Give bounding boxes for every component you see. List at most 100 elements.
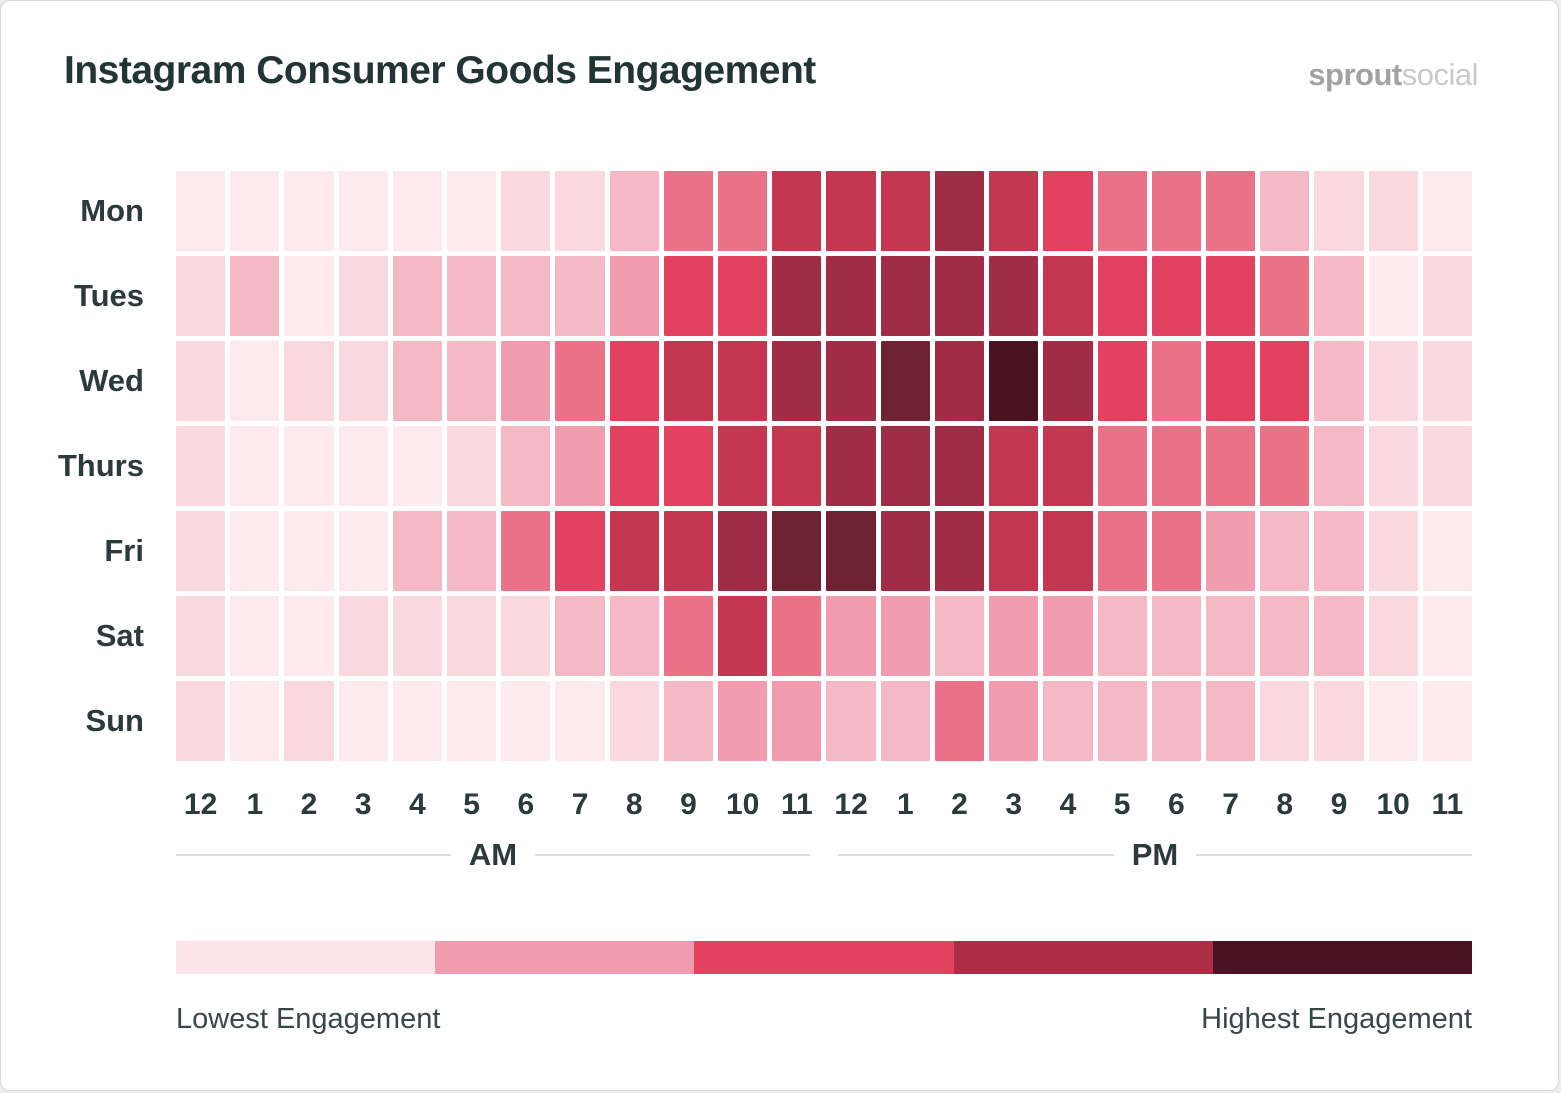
cell-sun-12am — [176, 681, 226, 761]
cell-thurs-10pm — [1368, 426, 1418, 506]
heatmap-grid: Mon Tues Wed Thurs Fri Sat Sun — [1, 171, 1472, 761]
cell-sun-12pm — [826, 681, 876, 761]
cell-sun-5am — [447, 681, 497, 761]
cell-sun-9am — [663, 681, 714, 761]
cell-sat-6am — [501, 596, 551, 676]
hour-label-pm-5: 5 — [1113, 788, 1131, 821]
cell-sat-12am — [176, 596, 226, 676]
cell-tues-9pm — [1314, 256, 1364, 336]
cell-mon-11pm — [1422, 171, 1472, 251]
cell-mon-7pm — [1205, 171, 1256, 251]
cell-fri-1pm — [880, 511, 930, 591]
cell-sat-1pm — [880, 596, 930, 676]
hour-label-am-9: 9 — [680, 788, 697, 821]
cell-sat-1am — [230, 596, 280, 676]
cell-thurs-9am — [663, 426, 714, 506]
hour-axis: 12 1 2 3 4 5 6 7 8 9 10 11 12 1 2 3 4 5 6 7 8 9 10 11 — [1, 788, 1472, 822]
hour-label-am-1: 1 — [246, 788, 264, 821]
cell-tues-3am — [338, 256, 388, 336]
cell-thurs-8am — [609, 426, 659, 506]
cell-sat-10am — [718, 596, 768, 676]
cell-mon-2am — [284, 171, 334, 251]
hour-label-am-7: 7 — [571, 788, 589, 821]
cell-wed-7pm — [1205, 341, 1256, 421]
cell-wed-5am — [447, 341, 497, 421]
hour-label-am-10: 10 — [725, 788, 760, 821]
heatmap-row-tues: Tues — [1, 256, 1472, 336]
cell-wed-3am — [338, 341, 388, 421]
day-label-wed: Wed — [79, 363, 144, 398]
day-label-thurs: Thurs — [57, 448, 144, 483]
cell-mon-4am — [392, 171, 443, 251]
cell-tues-3pm — [989, 256, 1039, 336]
cell-sat-4am — [392, 596, 443, 676]
cell-thurs-5pm — [1097, 426, 1147, 506]
cell-sun-3pm — [989, 681, 1039, 761]
cell-sat-4pm — [1043, 596, 1093, 676]
cell-sun-1am — [230, 681, 280, 761]
cell-fri-9pm — [1314, 511, 1364, 591]
cell-fri-10am — [718, 511, 768, 591]
cell-mon-12am — [176, 171, 226, 251]
cell-sun-1pm — [880, 681, 930, 761]
cell-tues-12pm — [826, 256, 876, 336]
cell-thurs-3am — [338, 426, 388, 506]
hour-label-pm-4: 4 — [1059, 788, 1077, 821]
hour-label-am-4: 4 — [409, 788, 426, 821]
heatmap-row-fri: Fri — [1, 511, 1472, 591]
hour-label-pm-8: 8 — [1276, 788, 1294, 821]
cell-mon-5am — [447, 171, 497, 251]
cell-fri-8pm — [1260, 511, 1310, 591]
cell-mon-2pm — [934, 171, 985, 251]
cell-tues-7am — [555, 256, 605, 336]
cell-mon-12pm — [826, 171, 876, 251]
cell-wed-2pm — [934, 341, 985, 421]
cell-tues-2am — [284, 256, 334, 336]
pm-label: PM — [1131, 837, 1179, 872]
hour-label-am-11: 11 — [781, 788, 813, 821]
cell-thurs-11pm — [1422, 426, 1472, 506]
cell-mon-3pm — [989, 171, 1039, 251]
cell-tues-2pm — [934, 256, 985, 336]
hour-label-pm-11: 11 — [1431, 788, 1464, 821]
hour-label-pm-3: 3 — [1005, 788, 1023, 821]
cell-sat-6pm — [1151, 596, 1201, 676]
cell-wed-1pm — [880, 341, 930, 421]
cell-thurs-9pm — [1314, 426, 1364, 506]
day-label-sat: Sat — [95, 618, 144, 653]
cell-tues-6am — [501, 256, 551, 336]
legend-swatch-4 — [1212, 941, 1473, 974]
cell-sun-8pm — [1260, 681, 1310, 761]
cell-mon-8am — [609, 171, 659, 251]
cell-sat-7pm — [1205, 596, 1256, 676]
cell-fri-11pm — [1422, 511, 1472, 591]
hour-label-am-12: 12 — [183, 788, 218, 821]
cell-wed-4am — [392, 341, 443, 421]
heatmap-row-cells — [176, 681, 1472, 761]
period-axis-body: AM PM — [176, 839, 1472, 870]
cell-thurs-8pm — [1260, 426, 1310, 506]
cell-sun-2am — [284, 681, 334, 761]
logo-social: social — [1401, 57, 1479, 92]
cell-thurs-5am — [447, 426, 497, 506]
cell-thurs-1am — [230, 426, 280, 506]
cell-fri-10pm — [1368, 511, 1418, 591]
cell-thurs-4am — [392, 426, 443, 506]
cell-sun-7pm — [1205, 681, 1256, 761]
cell-fri-9am — [663, 511, 714, 591]
cell-fri-4pm — [1043, 511, 1093, 591]
cell-wed-9pm — [1314, 341, 1364, 421]
cell-wed-3pm — [989, 341, 1039, 421]
cell-tues-4am — [392, 256, 443, 336]
cell-mon-1pm — [880, 171, 930, 251]
cell-wed-5pm — [1097, 341, 1147, 421]
hour-label-pm-10: 10 — [1376, 788, 1410, 821]
cell-tues-11pm — [1422, 256, 1472, 336]
cell-sat-5am — [447, 596, 497, 676]
cell-wed-7am — [555, 341, 605, 421]
cell-sun-9pm — [1314, 681, 1364, 761]
cell-fri-1am — [230, 511, 280, 591]
cell-sat-3am — [338, 596, 388, 676]
legend-highest-label: Highest Engagement — [1201, 1003, 1472, 1035]
cell-mon-10pm — [1368, 171, 1418, 251]
